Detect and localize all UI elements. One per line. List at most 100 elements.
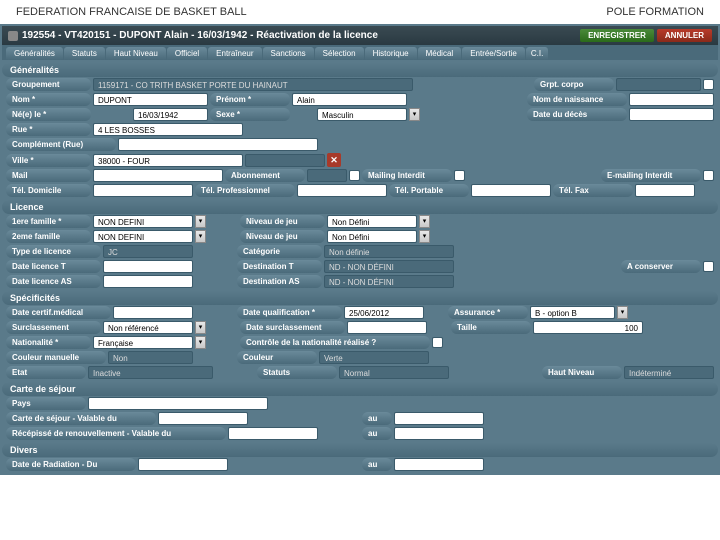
field-datelicas[interactable] <box>103 275 193 288</box>
tab-ci[interactable]: C.I. <box>526 47 548 60</box>
field-daterad1[interactable] <box>138 458 228 471</box>
label-niv1: Niveau de jeu <box>240 215 325 228</box>
dd-sexe[interactable]: ▾ <box>409 108 420 121</box>
dd-niv2[interactable]: ▾ <box>419 230 430 243</box>
label-ville: Ville * <box>6 154 91 167</box>
dd-fam2[interactable]: ▾ <box>195 230 206 243</box>
field-daterad2[interactable] <box>394 458 484 471</box>
tab-medical[interactable]: Médical <box>418 47 462 60</box>
label-taille: Taille <box>451 321 531 334</box>
label-conserver: A conserver <box>621 260 701 273</box>
label-au2: au <box>362 427 392 440</box>
label-recep: Récépissé de renouvellement - Valable du <box>6 427 226 440</box>
tab-selection[interactable]: Sélection <box>315 47 364 60</box>
field-nat[interactable]: Française <box>93 336 193 349</box>
field-mail[interactable] <box>93 169 223 182</box>
field-ville2 <box>245 154 325 167</box>
field-surcl[interactable]: Non référencé <box>103 321 193 334</box>
label-mailint: Mailing Interdit <box>362 169 452 182</box>
label-groupement: Groupement <box>6 78 91 91</box>
field-deces[interactable] <box>629 108 714 121</box>
field-niv2[interactable]: Non Défini <box>327 230 417 243</box>
field-rue[interactable]: 4 LES BOSSES <box>93 123 243 136</box>
label-nomnaiss: Nom de naissance <box>527 93 627 106</box>
section-licence: Licence <box>2 200 718 214</box>
field-sexe[interactable]: Masculin <box>317 108 407 121</box>
tab-generalites[interactable]: Généralités <box>6 47 63 60</box>
tab-bar: Généralités Statuts Haut Niveau Officiel… <box>2 45 718 60</box>
label-fam1: 1ere famille * <box>6 215 91 228</box>
label-datesurcl: Date surclassement <box>240 321 345 334</box>
label-rue: Rue * <box>6 123 91 136</box>
field-recep1[interactable] <box>228 427 318 440</box>
field-coulman: Non <box>108 351 193 364</box>
field-cartesej2[interactable] <box>394 412 484 425</box>
label-datelic1: Date licence T <box>6 260 101 273</box>
field-compl[interactable] <box>118 138 318 151</box>
field-nomnaiss[interactable] <box>629 93 714 106</box>
field-typelic: JC <box>103 245 193 258</box>
tab-statuts[interactable]: Statuts <box>64 47 105 60</box>
label-prenom: Prénom * <box>210 93 290 106</box>
field-assur[interactable]: B - option B <box>530 306 615 319</box>
tab-haut-niveau[interactable]: Haut Niveau <box>106 47 166 60</box>
chk-conserver[interactable] <box>703 261 714 272</box>
field-certif[interactable] <box>113 306 193 319</box>
field-coul: Verte <box>319 351 429 364</box>
label-mail: Mail <box>6 169 91 182</box>
dd-nat[interactable]: ▾ <box>195 336 206 349</box>
field-nom[interactable]: DUPONT <box>93 93 208 106</box>
tab-historique[interactable]: Historique <box>365 47 417 60</box>
field-qual[interactable]: 25/06/2012 <box>344 306 424 319</box>
tab-entraineur[interactable]: Entraîneur <box>208 47 261 60</box>
chk-emailint[interactable] <box>703 170 714 181</box>
clear-ville[interactable]: ✕ <box>327 153 341 167</box>
label-au3: au <box>362 458 392 471</box>
label-fam2: 2eme famille <box>6 230 91 243</box>
dd-fam1[interactable]: ▾ <box>195 215 206 228</box>
section-divers: Divers <box>2 443 718 457</box>
field-fam1[interactable]: NON DEFINI <box>93 215 193 228</box>
chk-abonnement[interactable] <box>349 170 360 181</box>
tab-sanctions[interactable]: Sanctions <box>263 47 314 60</box>
field-pays[interactable] <box>88 397 268 410</box>
label-certif: Date certif.médical <box>6 306 111 319</box>
field-taille[interactable]: 100 <box>533 321 643 334</box>
field-destas: ND - NON DÉFINI <box>324 275 454 288</box>
field-telport[interactable] <box>471 184 551 197</box>
dd-niv1[interactable]: ▾ <box>419 215 430 228</box>
dd-surcl[interactable]: ▾ <box>195 321 206 334</box>
field-telfax[interactable] <box>635 184 695 197</box>
chk-mailint[interactable] <box>454 170 465 181</box>
label-surcl: Surclassement <box>6 321 101 334</box>
label-deces: Date du décès <box>527 108 627 121</box>
chk-grpt[interactable] <box>703 79 714 90</box>
chk-ctrl[interactable] <box>432 337 443 348</box>
field-ville[interactable]: 38000 - FOUR <box>93 154 243 167</box>
field-ne[interactable]: 16/03/1942 <box>133 108 208 121</box>
field-telpro[interactable] <box>297 184 387 197</box>
field-prenom[interactable]: Alain <box>292 93 407 106</box>
label-teldom: Tél. Domicile <box>6 184 91 197</box>
field-niv1[interactable]: Non Défini <box>327 215 417 228</box>
field-cartesej1[interactable] <box>158 412 248 425</box>
label-datelicas: Date licence AS <box>6 275 101 288</box>
label-cat: Catégorie <box>237 245 322 258</box>
field-recep2[interactable] <box>394 427 484 440</box>
field-datelic1[interactable] <box>103 260 193 273</box>
save-button[interactable]: ENREGISTRER <box>580 29 654 42</box>
field-teldom[interactable] <box>93 184 193 197</box>
tab-entree-sortie[interactable]: Entrée/Sortie <box>462 47 525 60</box>
label-assur: Assurance * <box>448 306 528 319</box>
section-carte: Carte de séjour <box>2 382 718 396</box>
header-right: POLE FORMATION <box>606 6 704 18</box>
cancel-button[interactable]: ANNULER <box>657 29 712 42</box>
tab-officiel[interactable]: Officiel <box>167 47 207 60</box>
field-fam2[interactable]: NON DEFINI <box>93 230 193 243</box>
label-qual: Date qualification * <box>237 306 342 319</box>
label-telpro: Tél. Professionnel <box>195 184 295 197</box>
dd-assur[interactable]: ▾ <box>617 306 628 319</box>
label-etat: Etat <box>6 366 86 379</box>
section-generalites: Généralités <box>2 63 718 77</box>
field-datesurcl[interactable] <box>347 321 427 334</box>
